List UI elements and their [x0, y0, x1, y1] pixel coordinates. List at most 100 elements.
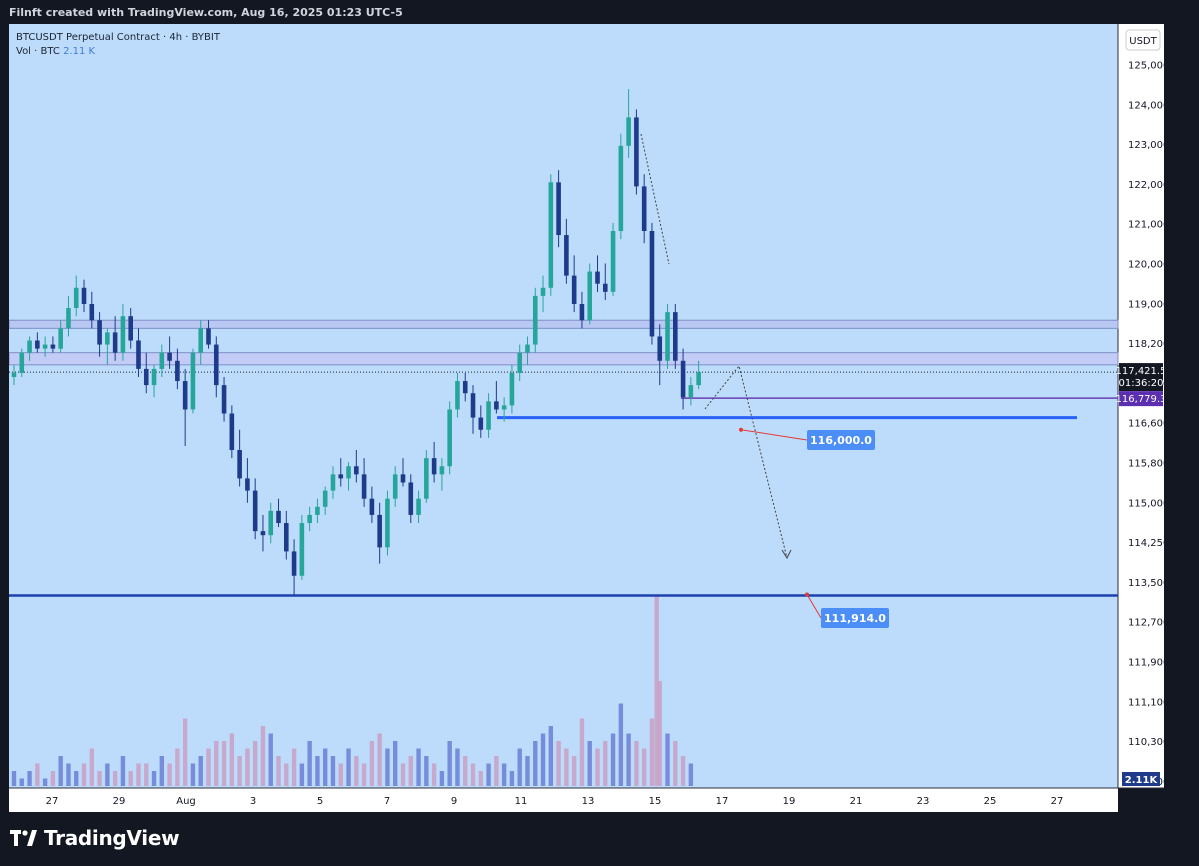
candle-body[interactable] — [571, 275, 577, 305]
candle-body[interactable] — [626, 117, 631, 146]
candle-body[interactable] — [58, 328, 63, 349]
candle-body[interactable] — [213, 344, 219, 386]
candle-body[interactable] — [579, 304, 585, 321]
volume-bar — [182, 718, 188, 786]
candle-body[interactable] — [175, 360, 180, 382]
candle-body[interactable] — [136, 340, 141, 369]
resistance-zone-upper[interactable] — [9, 319, 1119, 329]
candle-body[interactable] — [143, 368, 149, 386]
candle-body[interactable] — [431, 458, 437, 475]
candle-body[interactable] — [462, 381, 468, 394]
candle-body[interactable] — [595, 271, 600, 284]
candle-body[interactable] — [346, 466, 351, 479]
candle-body[interactable] — [439, 466, 445, 475]
candle-body[interactable] — [97, 320, 102, 345]
candle-body[interactable] — [330, 474, 336, 491]
candle-body[interactable] — [494, 401, 499, 410]
candle-body[interactable] — [198, 328, 204, 353]
candle-body[interactable] — [354, 466, 359, 475]
candle-body[interactable] — [159, 352, 165, 369]
candle-body[interactable] — [602, 283, 608, 292]
candle-body[interactable] — [151, 368, 157, 386]
candle-body[interactable] — [649, 230, 655, 337]
candle-body[interactable] — [408, 482, 414, 515]
candle-body[interactable] — [641, 186, 647, 231]
candle-body[interactable] — [369, 498, 375, 515]
candle-body[interactable] — [556, 182, 561, 236]
candle-body[interactable] — [276, 510, 281, 524]
candle-body[interactable] — [322, 490, 328, 507]
price-chart[interactable]: 116,000.0 111,914.0 125,000.0 124,000.0 123,… — [9, 24, 1164, 812]
candle-body[interactable] — [385, 498, 390, 548]
candle-body[interactable] — [112, 332, 118, 353]
candle-body[interactable] — [610, 230, 616, 292]
candle-body[interactable] — [587, 271, 593, 321]
candle-body[interactable] — [361, 474, 367, 499]
candle-body[interactable] — [509, 372, 515, 406]
candle-body[interactable] — [89, 304, 95, 321]
candle-body[interactable] — [81, 287, 87, 305]
candle-body[interactable] — [665, 312, 670, 361]
candle-body[interactable] — [455, 381, 460, 410]
candle-body[interactable] — [392, 474, 398, 499]
candle-body[interactable] — [50, 344, 56, 349]
candle-body[interactable] — [268, 510, 274, 536]
level-price-tag — [1119, 391, 1163, 407]
candle-body[interactable] — [532, 295, 538, 345]
candle-body[interactable] — [66, 308, 71, 329]
candle-body[interactable] — [128, 316, 133, 341]
candle-body[interactable] — [167, 352, 172, 361]
candle-body[interactable] — [548, 182, 554, 288]
candle-body[interactable] — [229, 413, 235, 451]
candle-body[interactable] — [424, 458, 429, 499]
candle-body[interactable] — [105, 332, 110, 345]
candle-body[interactable] — [291, 551, 297, 576]
candle-body[interactable] — [400, 474, 406, 483]
candle-body[interactable] — [564, 235, 569, 276]
candle-body[interactable] — [260, 531, 266, 536]
candle-body[interactable] — [221, 385, 227, 414]
candle-body[interactable] — [688, 385, 694, 398]
candle-body[interactable] — [19, 352, 25, 373]
candle-body[interactable] — [470, 393, 476, 418]
candle-body[interactable] — [680, 360, 686, 398]
candle-body[interactable] — [237, 450, 242, 479]
candle-body[interactable] — [27, 340, 32, 353]
candle-body[interactable] — [299, 523, 305, 576]
candle-body[interactable] — [517, 352, 522, 373]
candle-body[interactable] — [315, 506, 320, 515]
candle-body[interactable] — [35, 340, 40, 349]
currency-button[interactable] — [1125, 29, 1161, 51]
candle-body[interactable] — [190, 352, 196, 410]
candle-body[interactable] — [540, 287, 546, 296]
candle-body[interactable] — [73, 287, 79, 309]
candle-body[interactable] — [525, 344, 530, 353]
candle-body[interactable] — [634, 117, 639, 187]
candle-body[interactable] — [120, 316, 126, 353]
candle-body[interactable] — [245, 478, 250, 491]
candle-body[interactable] — [284, 523, 289, 552]
candle-body[interactable] — [501, 405, 507, 410]
candle-body[interactable] — [338, 474, 344, 479]
candle-body[interactable] — [206, 328, 211, 345]
candle-body[interactable] — [478, 417, 484, 430]
candle-body[interactable] — [673, 312, 678, 361]
candle-body[interactable] — [657, 336, 663, 361]
candle-body[interactable] — [618, 145, 624, 231]
candle-body[interactable] — [307, 514, 312, 524]
annotation-box-111914[interactable] — [821, 608, 889, 628]
candle-body[interactable] — [377, 514, 382, 548]
candle-body[interactable] — [696, 372, 701, 386]
candle-body[interactable] — [182, 381, 188, 410]
candle-body[interactable] — [42, 344, 48, 349]
candle-body[interactable] — [447, 409, 452, 467]
chart-area[interactable]: 116,000.0 111,914.0 125,000.0 124,000.0 123,… — [9, 24, 1164, 812]
candle-body[interactable] — [252, 490, 258, 532]
candle-body[interactable] — [486, 401, 491, 430]
tradingview-logo[interactable]: TradingView — [10, 826, 180, 850]
annotation-box-116000[interactable] — [807, 430, 875, 450]
level-price-value: 116,779.3 — [1116, 394, 1164, 405]
resistance-zone-lower[interactable] — [9, 352, 1119, 366]
candle-body[interactable] — [416, 498, 421, 515]
candle-body[interactable] — [11, 372, 17, 378]
